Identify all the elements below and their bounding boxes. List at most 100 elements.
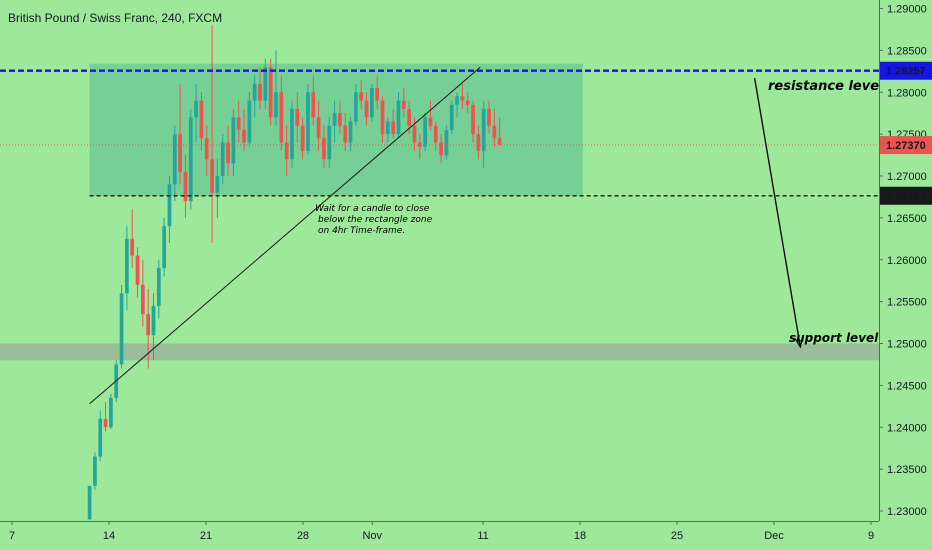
- price-tick-label: 1.26500: [887, 213, 927, 225]
- candle-body: [263, 67, 268, 101]
- chart-title: British Pound / Swiss Franc, 240, FXCM: [8, 11, 222, 25]
- support-band: [0, 343, 879, 361]
- candle-body: [343, 125, 348, 143]
- candle-body: [215, 176, 220, 193]
- candle-body: [401, 100, 406, 109]
- levels-layer: [0, 66, 879, 405]
- support-band-layer: [0, 343, 879, 361]
- candle-body: [284, 142, 289, 160]
- candle-body: [359, 92, 364, 101]
- time-tick-label: 21: [200, 530, 212, 542]
- candle-body: [338, 113, 342, 126]
- price-tick-label: 1.27000: [887, 171, 927, 183]
- time-tick-label: 18: [574, 530, 586, 542]
- time-tick-label: Nov: [362, 530, 382, 542]
- candle-body: [204, 138, 209, 160]
- candle-body: [151, 305, 156, 336]
- candle-body: [385, 121, 390, 135]
- candle-body: [130, 238, 135, 256]
- price-axis-bg: [879, 0, 932, 550]
- price-tick-label: 1.25000: [887, 339, 927, 351]
- consolidation-zone: [89, 63, 583, 196]
- candle-body: [162, 226, 167, 269]
- time-tick-label: 7: [9, 530, 15, 542]
- candle-body: [156, 268, 161, 306]
- price-tags-layer: 1.28257 1.27370 1.26764: [880, 61, 932, 205]
- time-tick-label: 14: [103, 530, 115, 542]
- candles-layer: [87, 25, 502, 520]
- candle-body: [87, 485, 92, 520]
- support-label: support level: [789, 331, 879, 345]
- candle-body: [172, 134, 177, 185]
- time-tick-label: 9: [868, 530, 874, 542]
- candle-body: [449, 104, 454, 130]
- note-line-3: on 4hr Time-frame.: [318, 226, 405, 236]
- candle-body: [412, 125, 417, 143]
- candle-body: [119, 293, 124, 365]
- candle-body: [332, 113, 337, 126]
- candle-body: [348, 121, 353, 143]
- candle-body: [497, 138, 502, 146]
- resistance-label: resistance level: [768, 79, 884, 94]
- candle-body: [178, 134, 182, 172]
- candle-body: [146, 314, 151, 336]
- time-tick-label: 25: [671, 530, 683, 542]
- candle-body: [396, 100, 401, 135]
- candle-body: [460, 96, 465, 101]
- candle-body: [93, 456, 97, 486]
- resistance-price-label: 1.28257: [886, 66, 926, 78]
- candle-body: [274, 92, 278, 118]
- annotations-layer: resistance level support level Wait for …: [315, 79, 884, 345]
- candle-body: [354, 92, 358, 122]
- price-axis[interactable]: 1.290001.285001.280001.275001.270001.265…: [879, 0, 932, 550]
- candle-body: [300, 125, 305, 151]
- candle-body: [103, 418, 108, 428]
- zone-bottom-price-tag: [880, 186, 932, 205]
- candle-body: [433, 125, 438, 143]
- candle-body: [311, 92, 316, 118]
- candle-body: [194, 100, 198, 118]
- forecast-arrow: [753, 77, 801, 347]
- candle-body: [306, 92, 310, 151]
- candle-body: [327, 125, 332, 160]
- candle-body: [417, 142, 422, 147]
- price-tick-label: 1.25500: [887, 297, 927, 309]
- candle-body: [316, 117, 321, 139]
- candle-body: [487, 109, 491, 126]
- trendline: [89, 66, 481, 405]
- candle-body: [247, 100, 252, 143]
- candle-body: [428, 117, 433, 126]
- price-tick-label: 1.28000: [887, 87, 927, 99]
- price-tick-label: 1.24500: [887, 380, 927, 392]
- candle-body: [290, 109, 294, 160]
- current-price-tag: [880, 136, 932, 155]
- candle-body: [471, 104, 475, 135]
- price-tick-label: 1.26000: [887, 255, 927, 267]
- time-axis[interactable]: 7 14 21 28 Nov 11 18 25 Dec 9: [0, 521, 932, 550]
- candle-body: [199, 100, 204, 139]
- candle-body: [98, 418, 103, 457]
- candle-body: [220, 142, 225, 176]
- candle-body: [226, 142, 230, 164]
- candle-body: [109, 397, 113, 428]
- candle-body: [364, 100, 369, 118]
- time-tick-label: Dec: [764, 530, 784, 542]
- candle-body: [188, 117, 193, 202]
- price-tick-label: 1.28500: [887, 45, 927, 57]
- candle-body: [407, 109, 412, 126]
- candle-body: [391, 121, 396, 135]
- candle-body: [423, 117, 427, 147]
- candle-body: [183, 171, 188, 202]
- zone-bottom-price-label: 1.26764: [886, 191, 927, 203]
- candle-body: [279, 92, 284, 143]
- candle-body: [375, 88, 380, 101]
- time-tick-label: 11: [477, 530, 488, 542]
- time-axis-bg: [0, 521, 932, 550]
- candle-body: [268, 67, 273, 118]
- candle-body: [258, 83, 262, 101]
- candle-body: [140, 284, 145, 315]
- price-tick-label: 1.23000: [887, 506, 927, 518]
